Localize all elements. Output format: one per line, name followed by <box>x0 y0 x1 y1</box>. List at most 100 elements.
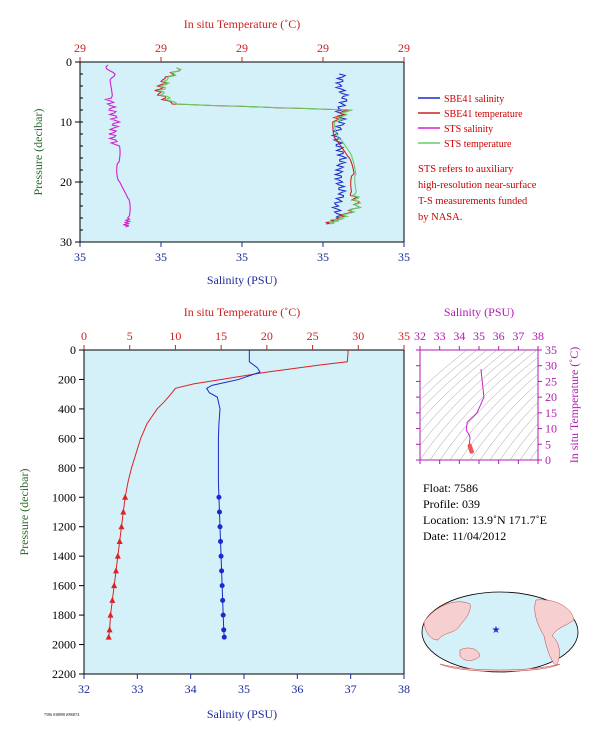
density-contour <box>509 423 538 460</box>
density-contour <box>439 356 538 460</box>
temperature-marker <box>105 633 112 640</box>
ts-salinity-tick-label: 37 <box>512 329 524 343</box>
profile-number: Profile: 039 <box>423 497 480 511</box>
bottom-pressure-tick-label: 1400 <box>52 549 76 563</box>
top-pressure-tick-label: 20 <box>60 175 72 189</box>
bottom-salinity-tick-label: 35 <box>238 682 250 696</box>
density-contour <box>420 350 508 434</box>
density-contour <box>529 448 538 460</box>
salinity-marker <box>219 568 225 574</box>
bottom-temp-tick-label: 25 <box>307 329 319 343</box>
date: Date: 11/04/2012 <box>423 529 506 543</box>
bottom-temp-axis-label: In situ Temperature (˚C) <box>184 305 301 319</box>
top-series-line <box>330 73 350 219</box>
near-surface-panel: 29 29 29 29 29 35 35 35 35 35 0 10 20 30 In situ Te… <box>31 17 410 287</box>
top-plot-area <box>79 61 405 243</box>
temperature-marker <box>106 626 113 633</box>
density-contour <box>420 350 488 411</box>
world-map: ★ <box>421 591 579 673</box>
legend: SBE41 salinity SBE41 temperature STS salin… <box>418 94 523 150</box>
ts-salinity-ticks: 32 33 34 35 36 37 38 <box>414 329 544 464</box>
bottom-pressure-tick-label: 200 <box>58 372 76 386</box>
top-pressure-ticks: 0 10 20 30 <box>60 55 83 249</box>
bottom-pressure-tick-label: 1200 <box>52 520 76 534</box>
salinity-marker <box>219 583 225 589</box>
density-contour <box>420 350 498 422</box>
top-temp-tick-label: 29 <box>398 41 410 55</box>
map-land-asia <box>423 601 471 641</box>
full-profile-panel: 0 5 10 15 20 25 30 35 32 33 34 35 36 37 38 0 200 400 600… <box>17 305 410 721</box>
bottom-salinity-tick-label: 37 <box>345 682 357 696</box>
top-salinity-tick-label: 35 <box>155 250 167 264</box>
bottom-temp-tick-label: 5 <box>127 329 133 343</box>
density-contour <box>429 350 538 460</box>
map-land-australia <box>459 647 481 661</box>
bottom-salinity-ticks: 32 33 34 35 36 37 38 <box>78 674 410 696</box>
ts-temp-tick-label: 20 <box>545 390 557 404</box>
density-contour <box>479 391 538 460</box>
map-land-america <box>534 599 575 667</box>
float-info: Float: 7586 Profile: 039 Location: 13.9˚… <box>423 481 547 543</box>
top-temp-tick-label: 29 <box>236 41 248 55</box>
top-salinity-tick-label: 35 <box>74 250 86 264</box>
top-pressure-tick-label: 30 <box>60 235 72 249</box>
salinity-marker <box>220 597 226 603</box>
legend-entry: STS temperature <box>444 139 512 150</box>
ts-temp-tick-label: 5 <box>545 437 551 451</box>
bottom-pressure-tick-label: 600 <box>58 431 76 445</box>
legend-note-line: by NASA. <box>418 212 462 223</box>
temperature-marker <box>111 582 118 589</box>
float-location-star-icon: ★ <box>492 625 501 636</box>
top-temp-ticks: 29 29 29 29 29 <box>74 41 410 62</box>
top-temp-tick-label: 29 <box>155 41 167 55</box>
density-contour <box>420 350 468 391</box>
density-contour <box>420 350 528 460</box>
bottom-pressure-tick-label: 1600 <box>52 579 76 593</box>
density-contour <box>489 401 538 460</box>
salinity-marker <box>218 553 224 559</box>
density-contour <box>519 435 538 460</box>
ts-point <box>469 449 474 454</box>
bottom-salinity-tick-label: 33 <box>131 682 143 696</box>
temperature-marker <box>118 523 125 530</box>
top-pressure-tick-label: 0 <box>66 55 72 69</box>
salinity-marker <box>216 509 222 515</box>
bottom-temp-tick-label: 30 <box>352 329 364 343</box>
ts-salinity-tick-label: 34 <box>453 329 465 343</box>
ts-series-group <box>465 369 485 454</box>
bottom-salinity-tick-label: 38 <box>398 682 410 696</box>
top-temp-tick-label: 29 <box>317 41 329 55</box>
salinity-marker <box>216 494 222 500</box>
map-land-antarctica <box>439 663 561 672</box>
bottom-salinity-tick-label: 36 <box>291 682 303 696</box>
float-id: Float: 7586 <box>423 481 478 495</box>
salinity-marker <box>217 524 223 530</box>
ts-salinity-tick-label: 36 <box>493 329 505 343</box>
ts-salinity-tick-label: 35 <box>473 329 485 343</box>
bottom-pressure-tick-label: 2000 <box>52 638 76 652</box>
temperature-marker <box>114 552 121 559</box>
bottom-temp-tick-label: 35 <box>398 329 410 343</box>
bottom-plot-area <box>83 349 405 675</box>
temperature-marker <box>122 493 129 500</box>
density-contour <box>469 382 538 460</box>
legend-entry: STS salinity <box>444 124 493 135</box>
salinity-marker <box>221 634 227 640</box>
location: Location: 13.9˚N 171.7˚E <box>423 513 547 527</box>
density-contour <box>420 350 478 401</box>
bottom-temp-tick-label: 10 <box>169 329 181 343</box>
bottom-temp-ticks: 0 5 10 15 20 25 30 35 <box>81 329 410 350</box>
top-series-line <box>103 64 132 228</box>
bottom-series-group <box>105 349 349 640</box>
footer-note: 7586 038898 f096874 <box>44 712 79 717</box>
temperature-marker <box>113 567 119 574</box>
bottom-pressure-tick-label: 0 <box>70 343 76 357</box>
top-temp-tick-label: 29 <box>74 41 86 55</box>
salinity-marker <box>220 612 226 618</box>
bottom-pressure-tick-label: 2200 <box>52 667 76 681</box>
temperature-marker <box>120 508 127 515</box>
temperature-marker <box>107 611 114 618</box>
ts-salinity-tick-label: 33 <box>434 329 446 343</box>
